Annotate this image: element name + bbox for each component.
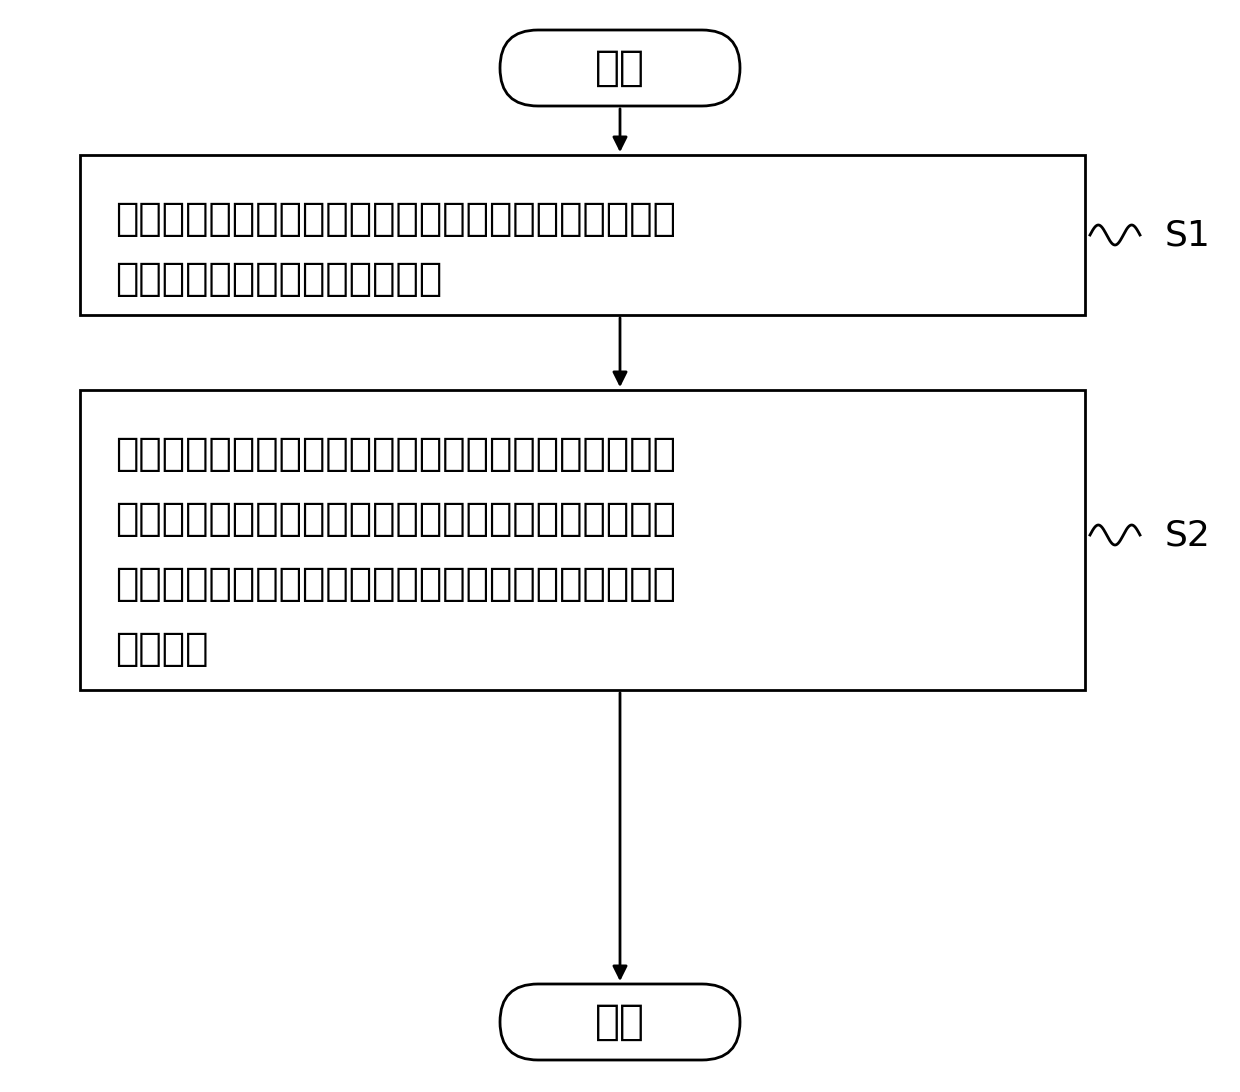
Text: 根据电力系统中各路输入电源的当前运行状态，确定所: 根据电力系统中各路输入电源的当前运行状态，确定所 [115, 200, 676, 238]
Text: 结束: 结束 [595, 1001, 645, 1043]
Text: 符，按照所述目标闭合状态调整所述电力系统中的相应: 符，按照所述目标闭合状态调整所述电力系统中的相应 [115, 565, 676, 603]
Text: 述电力系统相应的目标连通状态: 述电力系统相应的目标连通状态 [115, 260, 443, 298]
Text: 开关单元: 开关单元 [115, 630, 208, 668]
FancyBboxPatch shape [500, 984, 740, 1060]
Text: 述目标连通状态所对应的各开关单元的目标闭合状态不: 述目标连通状态所对应的各开关单元的目标闭合状态不 [115, 500, 676, 538]
Text: 开始: 开始 [595, 47, 645, 90]
Bar [81, 390, 1085, 690]
Text: S2: S2 [1166, 518, 1211, 551]
Text: S1: S1 [1166, 218, 1211, 252]
FancyBboxPatch shape [500, 29, 740, 106]
Bar [81, 155, 1085, 314]
Text: 如果所述电力系统中的各开关单元的当前闭合状态与所: 如果所述电力系统中的各开关单元的当前闭合状态与所 [115, 435, 676, 473]
